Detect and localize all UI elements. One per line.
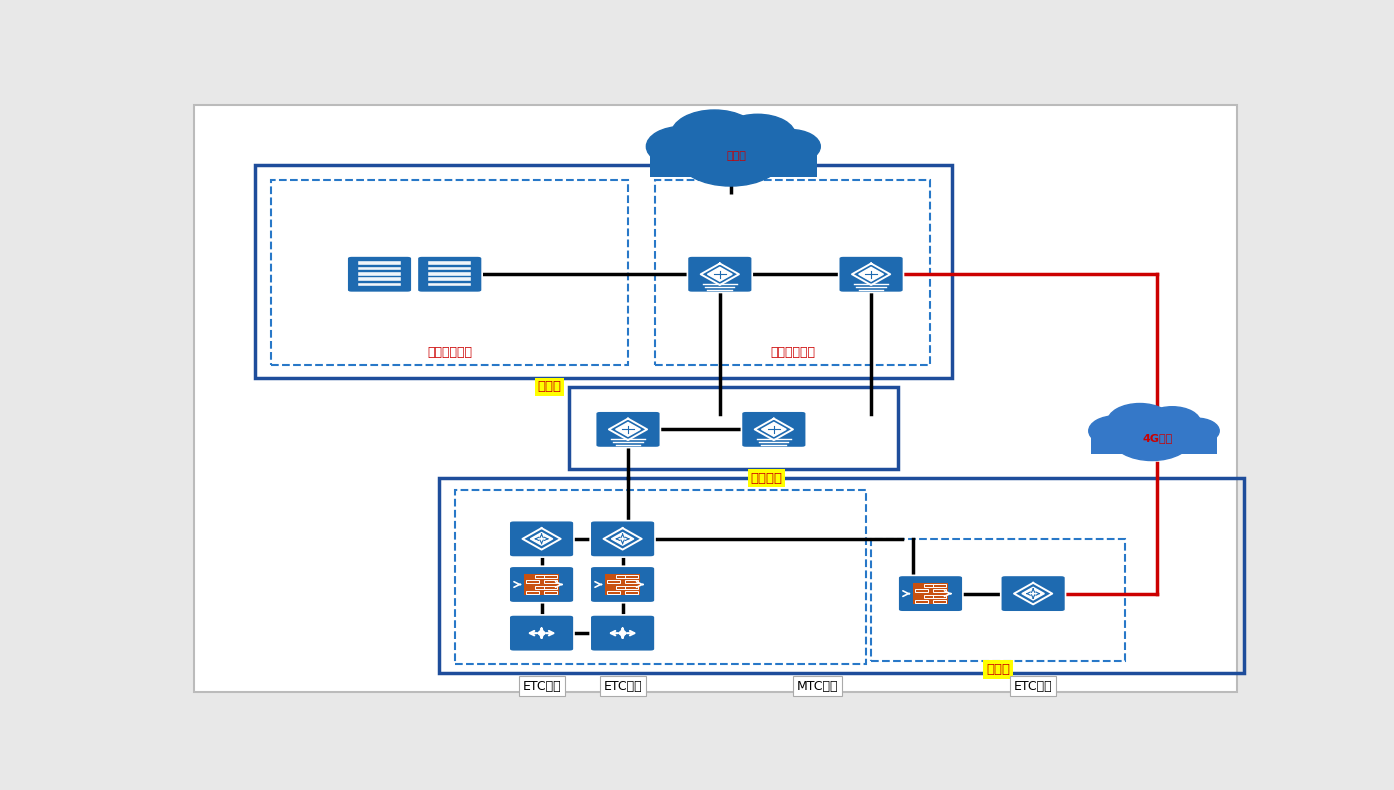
FancyBboxPatch shape bbox=[509, 615, 574, 652]
FancyBboxPatch shape bbox=[933, 600, 945, 603]
Circle shape bbox=[1111, 415, 1192, 461]
Text: ETC车道: ETC车道 bbox=[604, 679, 641, 693]
FancyBboxPatch shape bbox=[933, 589, 945, 592]
FancyBboxPatch shape bbox=[916, 600, 928, 603]
FancyBboxPatch shape bbox=[839, 256, 903, 292]
Circle shape bbox=[1144, 407, 1200, 438]
FancyBboxPatch shape bbox=[509, 521, 574, 557]
Text: 省中心: 省中心 bbox=[538, 380, 562, 393]
Text: 路段中心: 路段中心 bbox=[750, 472, 782, 484]
Polygon shape bbox=[761, 423, 786, 436]
FancyBboxPatch shape bbox=[524, 574, 559, 595]
FancyBboxPatch shape bbox=[544, 591, 556, 594]
Text: 统一运维区域: 统一运维区域 bbox=[427, 345, 473, 359]
FancyBboxPatch shape bbox=[358, 267, 401, 270]
FancyBboxPatch shape bbox=[194, 104, 1238, 692]
Circle shape bbox=[676, 125, 785, 186]
Polygon shape bbox=[616, 423, 640, 436]
Text: 收费站: 收费站 bbox=[986, 663, 1011, 676]
FancyBboxPatch shape bbox=[590, 566, 655, 603]
FancyBboxPatch shape bbox=[1001, 575, 1065, 611]
FancyBboxPatch shape bbox=[358, 277, 401, 281]
FancyBboxPatch shape bbox=[544, 581, 556, 583]
FancyBboxPatch shape bbox=[916, 589, 928, 592]
FancyBboxPatch shape bbox=[509, 566, 574, 603]
FancyBboxPatch shape bbox=[544, 575, 556, 578]
FancyBboxPatch shape bbox=[616, 575, 629, 578]
FancyBboxPatch shape bbox=[417, 256, 482, 292]
Circle shape bbox=[760, 130, 820, 164]
Circle shape bbox=[672, 110, 758, 159]
FancyBboxPatch shape bbox=[595, 411, 661, 448]
FancyBboxPatch shape bbox=[742, 411, 806, 448]
FancyBboxPatch shape bbox=[527, 591, 539, 594]
FancyBboxPatch shape bbox=[544, 585, 556, 589]
FancyBboxPatch shape bbox=[933, 584, 945, 587]
FancyBboxPatch shape bbox=[1092, 433, 1217, 453]
FancyBboxPatch shape bbox=[358, 261, 401, 265]
FancyBboxPatch shape bbox=[590, 615, 655, 652]
Text: MTC车道: MTC车道 bbox=[796, 679, 838, 693]
Circle shape bbox=[619, 631, 626, 635]
Polygon shape bbox=[708, 267, 732, 281]
FancyBboxPatch shape bbox=[625, 581, 638, 583]
FancyBboxPatch shape bbox=[428, 267, 471, 270]
Polygon shape bbox=[612, 532, 634, 545]
FancyBboxPatch shape bbox=[898, 575, 963, 611]
FancyBboxPatch shape bbox=[347, 256, 413, 292]
FancyBboxPatch shape bbox=[428, 261, 471, 265]
FancyBboxPatch shape bbox=[913, 583, 948, 604]
FancyBboxPatch shape bbox=[924, 584, 937, 587]
Text: 网络核心区域: 网络核心区域 bbox=[771, 345, 815, 359]
FancyBboxPatch shape bbox=[924, 595, 937, 598]
FancyBboxPatch shape bbox=[625, 575, 638, 578]
Polygon shape bbox=[859, 267, 884, 281]
FancyBboxPatch shape bbox=[358, 272, 401, 276]
Circle shape bbox=[1089, 416, 1142, 446]
Text: ETC门架: ETC门架 bbox=[523, 679, 560, 693]
FancyBboxPatch shape bbox=[625, 591, 638, 594]
FancyBboxPatch shape bbox=[527, 581, 539, 583]
FancyBboxPatch shape bbox=[358, 283, 401, 286]
Text: 4G备份: 4G备份 bbox=[1142, 434, 1172, 443]
FancyBboxPatch shape bbox=[428, 283, 471, 286]
FancyBboxPatch shape bbox=[687, 256, 753, 292]
FancyBboxPatch shape bbox=[625, 585, 638, 589]
FancyBboxPatch shape bbox=[428, 272, 471, 276]
Circle shape bbox=[538, 631, 545, 635]
Polygon shape bbox=[1022, 587, 1044, 600]
FancyBboxPatch shape bbox=[608, 581, 620, 583]
FancyBboxPatch shape bbox=[428, 277, 471, 281]
Circle shape bbox=[719, 115, 796, 157]
FancyBboxPatch shape bbox=[616, 585, 629, 589]
FancyBboxPatch shape bbox=[535, 575, 548, 578]
Circle shape bbox=[1174, 418, 1220, 444]
FancyBboxPatch shape bbox=[590, 521, 655, 557]
FancyBboxPatch shape bbox=[650, 149, 817, 177]
FancyBboxPatch shape bbox=[605, 574, 640, 595]
Circle shape bbox=[647, 126, 718, 167]
Polygon shape bbox=[530, 532, 553, 545]
FancyBboxPatch shape bbox=[608, 591, 620, 594]
Text: 部中心: 部中心 bbox=[726, 151, 746, 160]
Circle shape bbox=[1107, 404, 1172, 440]
Text: ETC门架: ETC门架 bbox=[1013, 679, 1052, 693]
FancyBboxPatch shape bbox=[933, 595, 945, 598]
FancyBboxPatch shape bbox=[535, 585, 548, 589]
